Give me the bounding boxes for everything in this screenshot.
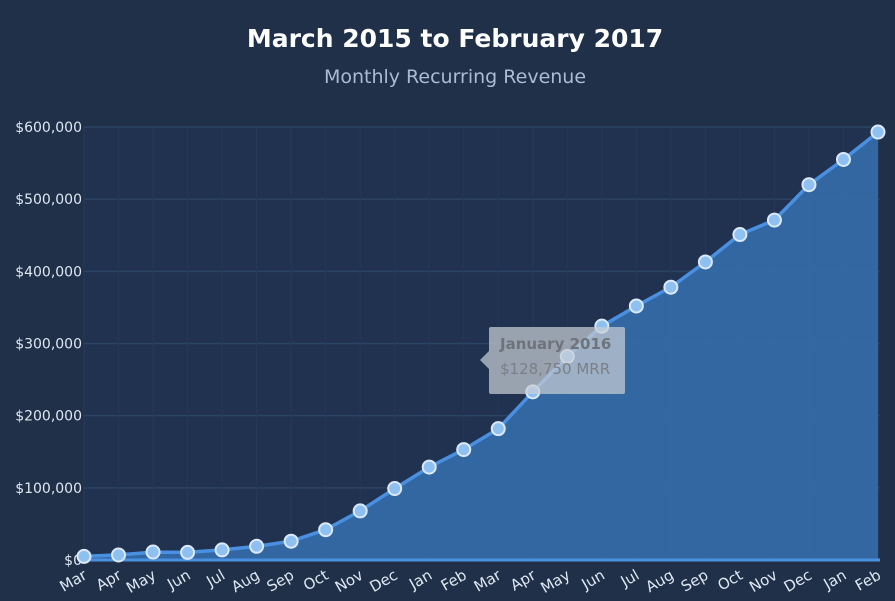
x-tick-label: Sep <box>264 566 297 596</box>
data-point[interactable] <box>490 421 506 437</box>
data-point[interactable] <box>352 503 368 519</box>
x-tick-label: Apr <box>93 565 125 594</box>
data-point[interactable] <box>456 442 472 458</box>
x-tick-label: Feb <box>438 566 470 595</box>
data-point[interactable] <box>766 212 782 228</box>
x-tick-label: Nov <box>332 566 366 596</box>
y-tick-label: $300,000 <box>15 337 82 353</box>
y-tick-label: $500,000 <box>15 192 82 208</box>
data-point[interactable] <box>421 459 437 475</box>
x-tick-label: Jul <box>617 566 643 591</box>
data-point[interactable] <box>145 544 161 560</box>
data-point[interactable] <box>663 279 679 295</box>
x-tick-label: Aug <box>228 566 262 596</box>
x-tick-label: Jun <box>578 566 608 594</box>
data-point[interactable] <box>801 177 817 193</box>
x-tick-label: Oct <box>300 566 332 595</box>
x-tick-label: Jan <box>405 566 435 594</box>
x-tick-label: Dec <box>781 566 815 596</box>
data-point[interactable] <box>697 254 713 270</box>
tooltip-title: January 2016 <box>500 335 612 353</box>
data-point[interactable] <box>283 533 299 549</box>
x-tick-label: Aug <box>642 566 676 596</box>
tooltip-arrow <box>480 351 489 369</box>
y-tick-label: $100,000 <box>15 481 82 497</box>
y-tick-label: $200,000 <box>15 409 82 425</box>
x-tick-label: Jul <box>203 566 229 591</box>
x-tick-label: Sep <box>678 566 711 596</box>
data-point[interactable] <box>111 547 127 563</box>
x-tick-label: Jun <box>163 566 193 594</box>
x-tick-label: Nov <box>746 566 780 596</box>
y-tick-label: $600,000 <box>15 120 82 136</box>
x-tick-label: Jan <box>820 566 850 594</box>
data-point[interactable] <box>318 522 334 538</box>
chart-title: March 2015 to February 2017 <box>246 24 664 53</box>
tooltip-value: $128,750 MRR <box>500 360 611 378</box>
data-point[interactable] <box>249 538 265 554</box>
chart-subtitle: Monthly Recurring Revenue <box>323 66 587 88</box>
data-point[interactable] <box>870 124 886 140</box>
data-point[interactable] <box>732 227 748 243</box>
data-point[interactable] <box>180 544 196 560</box>
x-tick-label: May <box>537 566 573 597</box>
data-point[interactable] <box>628 298 644 314</box>
data-point[interactable] <box>76 548 92 564</box>
data-point[interactable] <box>214 542 230 558</box>
data-point[interactable] <box>387 481 403 497</box>
data-point-tooltip: January 2016 $128,750 MRR <box>480 327 625 394</box>
x-tick-label: Apr <box>507 565 539 594</box>
x-tick-label: May <box>123 566 159 597</box>
x-tick-label: Dec <box>367 566 401 596</box>
data-point[interactable] <box>835 151 851 167</box>
x-tick-label: Mar <box>56 565 90 595</box>
revenue-area <box>84 132 878 560</box>
x-tick-label: Feb <box>852 566 884 595</box>
x-tick-label: Mar <box>471 565 505 595</box>
y-tick-label: $400,000 <box>15 264 82 280</box>
x-tick-label: Oct <box>714 566 746 595</box>
